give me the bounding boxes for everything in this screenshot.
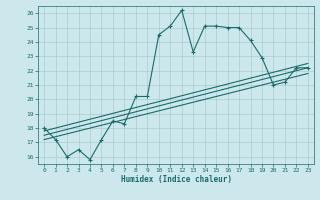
X-axis label: Humidex (Indice chaleur): Humidex (Indice chaleur) xyxy=(121,175,231,184)
